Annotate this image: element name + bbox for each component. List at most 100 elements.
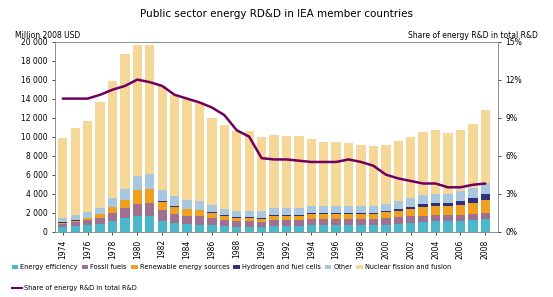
Bar: [444, 203, 453, 206]
Bar: [294, 220, 304, 226]
Bar: [319, 213, 328, 214]
Bar: [108, 198, 117, 207]
Bar: [232, 211, 242, 217]
Bar: [182, 224, 192, 232]
Bar: [431, 130, 440, 194]
Bar: [406, 198, 415, 207]
Bar: [356, 213, 366, 214]
Legend: Energy efficiency, Fossil fuels, Renewable energy sources, Hydrogen and fuel cel: Energy efficiency, Fossil fuels, Renewab…: [9, 262, 454, 273]
Bar: [369, 206, 378, 213]
Bar: [468, 214, 477, 220]
Bar: [257, 228, 266, 232]
Bar: [71, 226, 80, 232]
Bar: [369, 213, 378, 214]
Bar: [356, 214, 366, 219]
Bar: [269, 226, 279, 232]
Bar: [232, 131, 242, 211]
Text: Public sector energy RD&D in IEA member countries: Public sector energy RD&D in IEA member …: [140, 9, 413, 19]
Bar: [120, 218, 129, 232]
Bar: [481, 194, 490, 200]
Bar: [145, 189, 154, 203]
Bar: [58, 227, 67, 232]
Bar: [244, 221, 254, 228]
Bar: [468, 198, 477, 203]
Bar: [207, 205, 217, 212]
Bar: [195, 217, 204, 225]
Bar: [145, 174, 154, 189]
Bar: [170, 196, 179, 206]
Bar: [481, 110, 490, 183]
Bar: [331, 206, 341, 213]
Bar: [158, 201, 167, 202]
Bar: [145, 216, 154, 232]
Bar: [182, 200, 192, 208]
Bar: [419, 222, 428, 232]
Bar: [344, 213, 353, 214]
Bar: [269, 215, 279, 216]
Bar: [381, 211, 390, 212]
Bar: [444, 221, 453, 232]
Bar: [444, 194, 453, 203]
Bar: [394, 209, 403, 211]
Bar: [257, 218, 266, 219]
Bar: [456, 205, 465, 215]
Bar: [232, 221, 242, 228]
Bar: [195, 225, 204, 232]
Bar: [83, 225, 92, 232]
Bar: [481, 183, 490, 194]
Bar: [58, 223, 67, 224]
Bar: [220, 216, 229, 220]
Bar: [444, 133, 453, 194]
Bar: [133, 45, 142, 176]
Bar: [306, 139, 316, 206]
Bar: [158, 190, 167, 201]
Bar: [331, 219, 341, 225]
Bar: [344, 219, 353, 225]
Bar: [356, 225, 366, 232]
Bar: [83, 218, 92, 220]
Bar: [182, 99, 192, 200]
Bar: [282, 216, 291, 220]
Bar: [269, 220, 279, 226]
Bar: [220, 215, 229, 216]
Bar: [108, 81, 117, 198]
Bar: [170, 207, 179, 214]
Bar: [406, 207, 415, 209]
Bar: [170, 223, 179, 232]
Bar: [331, 213, 341, 214]
Bar: [369, 146, 378, 206]
Bar: [95, 102, 105, 208]
Bar: [481, 219, 490, 232]
Bar: [394, 201, 403, 209]
Bar: [356, 206, 366, 213]
Bar: [244, 211, 254, 217]
Bar: [120, 208, 129, 218]
Bar: [58, 138, 67, 218]
Bar: [207, 118, 217, 205]
Bar: [58, 224, 67, 227]
Bar: [158, 86, 167, 190]
Bar: [444, 215, 453, 221]
Bar: [220, 220, 229, 226]
Bar: [145, 45, 154, 174]
Legend: Share of energy R&D in total R&D: Share of energy R&D in total R&D: [9, 282, 139, 294]
Bar: [71, 221, 80, 222]
Bar: [195, 209, 204, 210]
Bar: [294, 216, 304, 220]
Bar: [394, 224, 403, 232]
Bar: [394, 217, 403, 224]
Bar: [282, 226, 291, 232]
Bar: [244, 228, 254, 232]
Bar: [468, 188, 477, 198]
Bar: [182, 216, 192, 224]
Bar: [431, 206, 440, 215]
Bar: [95, 218, 105, 224]
Bar: [468, 124, 477, 188]
Bar: [95, 208, 105, 214]
Bar: [108, 221, 117, 232]
Bar: [170, 214, 179, 223]
Bar: [481, 213, 490, 219]
Bar: [394, 211, 403, 217]
Bar: [145, 203, 154, 216]
Bar: [319, 142, 328, 206]
